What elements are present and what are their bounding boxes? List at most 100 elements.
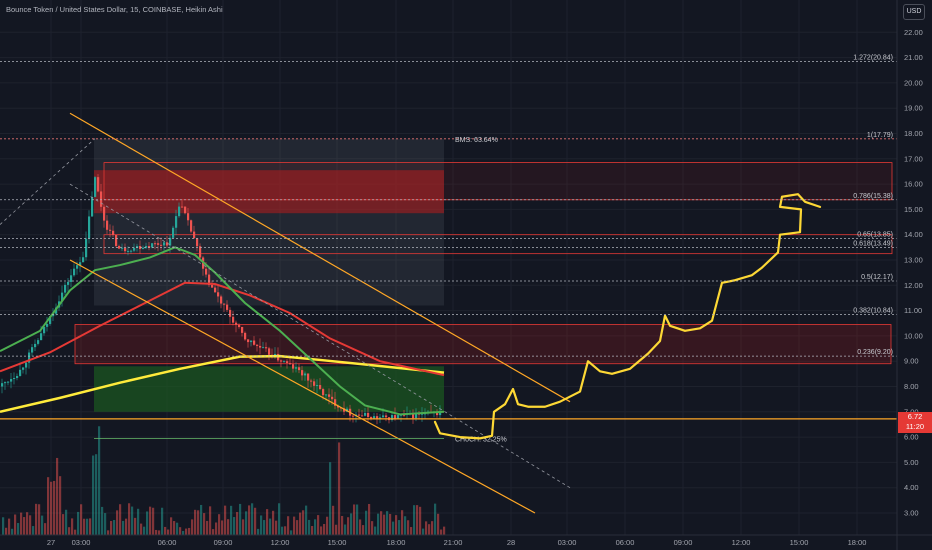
volume-bar	[227, 519, 230, 535]
volume-bar	[71, 518, 74, 535]
supply-zone-extended	[103, 162, 893, 201]
candle-body	[313, 381, 316, 386]
volume-bar	[62, 514, 65, 535]
candle-body	[400, 414, 403, 416]
volume-bar	[386, 511, 389, 535]
price-tick-label: 16.00	[904, 180, 923, 189]
candle-body	[166, 242, 169, 246]
candle-body	[286, 361, 289, 363]
candle-body	[175, 216, 178, 228]
volume-bar	[29, 515, 32, 535]
candle-body	[154, 243, 157, 245]
candle-body	[136, 246, 139, 248]
volume-bar	[179, 527, 182, 535]
candle-body	[160, 244, 163, 246]
volume-bar	[203, 513, 206, 535]
volume-bar	[113, 519, 116, 535]
volume-bar	[353, 504, 356, 535]
volume-bar	[101, 506, 104, 535]
candle-body	[67, 281, 70, 285]
candle-body	[304, 373, 307, 376]
volume-bar	[269, 518, 272, 535]
volume-bar	[92, 455, 95, 535]
time-axis[interactable]: 27 03:00 06:00 09:00 12:00 15:00 18:00 21:00 28 0…	[47, 538, 867, 547]
candle-body	[310, 380, 313, 382]
volume-bar	[347, 517, 350, 535]
candle-body	[211, 285, 214, 288]
volume-bar	[338, 442, 341, 535]
time-tick-label: 09:00	[214, 538, 233, 547]
volume-bar	[215, 522, 218, 535]
candle-body	[103, 206, 106, 221]
volume-bar	[284, 526, 287, 535]
candle-body	[28, 352, 31, 363]
volume-bar	[200, 504, 203, 535]
volume-bar	[23, 517, 26, 535]
volume-bar	[110, 520, 113, 535]
time-tick-label: 12:00	[271, 538, 290, 547]
volume-bar	[332, 505, 335, 535]
price-tick-label: 8.00	[904, 382, 919, 391]
volume-bar	[443, 526, 446, 535]
candle-body	[325, 394, 328, 396]
ma-200-line	[0, 354, 445, 414]
volume-bar	[149, 506, 152, 535]
volume-bar	[47, 477, 50, 535]
candle-body	[235, 322, 238, 325]
volume-bar	[209, 506, 212, 535]
volume-bar	[5, 527, 8, 535]
volume-bar	[377, 513, 380, 535]
bar-countdown: 11:20	[905, 422, 925, 431]
volume-bar	[356, 504, 359, 535]
candle-body	[367, 412, 370, 417]
candle-body	[184, 206, 187, 214]
candle-body	[196, 238, 199, 247]
candle-body	[109, 229, 112, 231]
candle-body	[1, 383, 4, 387]
candle-body	[199, 246, 202, 258]
volume-bar	[80, 504, 83, 535]
candle-body	[370, 416, 373, 419]
price-axis[interactable]: 22.00 21.00 20.00 19.00 18.00 17.00 16.00 15.00…	[904, 28, 923, 518]
volume-bar	[116, 510, 119, 535]
volume-bar	[44, 523, 47, 535]
candle-body	[46, 323, 49, 327]
volume-bars	[2, 426, 446, 535]
currency-button[interactable]: USD	[903, 4, 925, 20]
volume-bar	[296, 520, 299, 535]
candle-body	[250, 340, 253, 343]
channel-upper-line	[69, 112, 571, 403]
volume-bar	[89, 518, 92, 535]
projection-path	[433, 193, 822, 440]
price-tick-label: 12.00	[904, 281, 923, 290]
candle-body	[193, 231, 196, 239]
volume-bar	[410, 527, 413, 535]
candle-body	[352, 415, 355, 417]
volume-bar	[53, 480, 56, 535]
candle-body	[322, 389, 325, 396]
volume-bar	[437, 513, 440, 535]
price-tick-label: 11.00	[904, 306, 922, 315]
time-tick-label: 27	[47, 538, 55, 547]
candle-body	[178, 206, 181, 217]
candle-body	[76, 265, 79, 269]
candle-body	[289, 362, 292, 365]
volume-bar	[239, 503, 242, 535]
symbol-title: Bounce Token / United States Dollar, 15,…	[6, 5, 223, 14]
candle-body	[358, 414, 361, 416]
volume-bar	[11, 528, 14, 535]
time-tick-label: 18:00	[848, 538, 867, 547]
price-tick-label: 10.00	[904, 331, 923, 340]
supply-zone-upper	[94, 170, 444, 214]
volume-bar	[344, 524, 347, 535]
candle-body	[259, 345, 262, 348]
volume-bar	[434, 503, 437, 535]
fib-level-label: 0.236(9.20)	[857, 349, 893, 356]
candle-body	[4, 382, 7, 384]
candle-body	[214, 287, 217, 293]
candle-body	[49, 316, 52, 324]
volume-bar	[335, 524, 338, 535]
candle-body	[43, 326, 46, 334]
demand-zone	[94, 366, 444, 412]
